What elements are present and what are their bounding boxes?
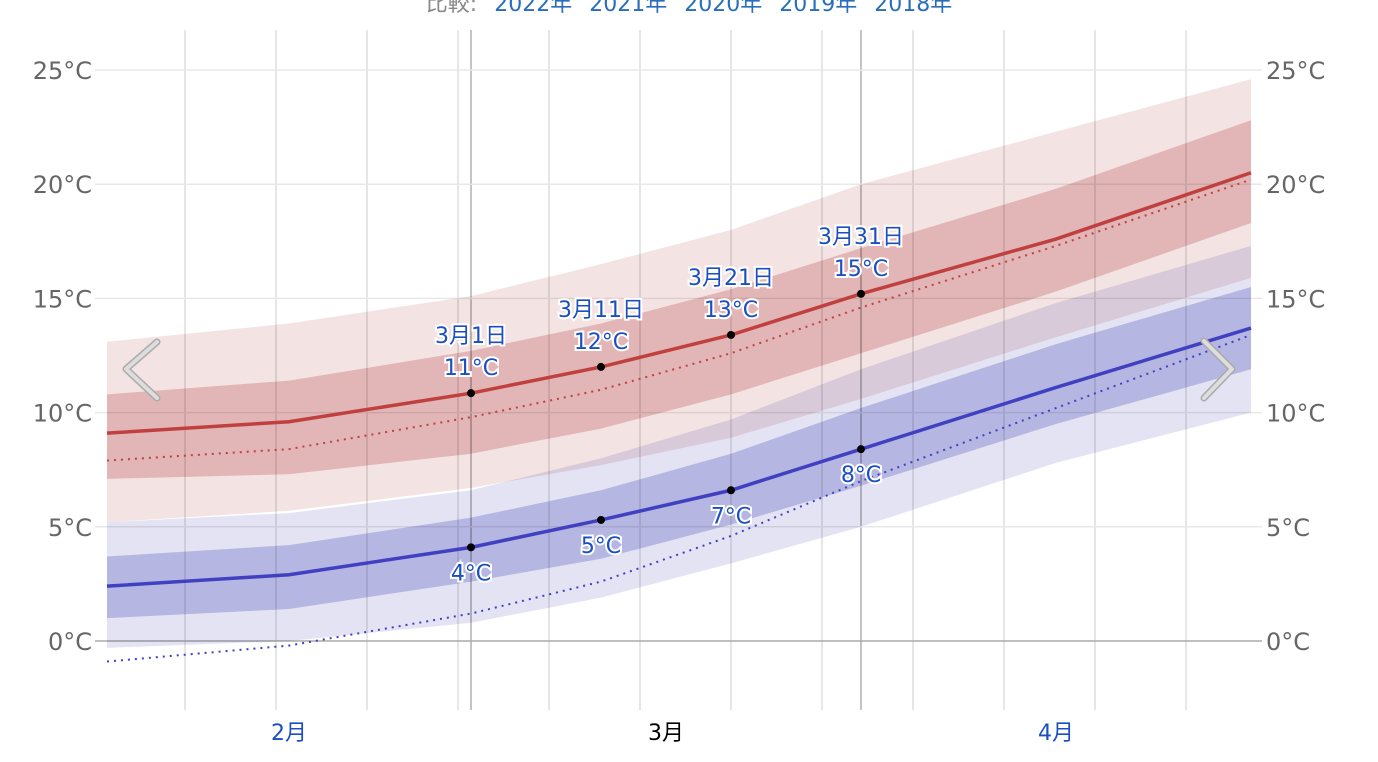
y-tick-label-right: 20°C: [1266, 171, 1325, 199]
y-tick-label-left: 15°C: [33, 285, 92, 313]
annotation-date: 3月1日: [435, 324, 507, 349]
low-point: [857, 445, 865, 454]
low-point: [727, 486, 735, 495]
annotation-date: 3月11日: [558, 298, 644, 323]
y-tick-label-right: 10°C: [1266, 400, 1325, 428]
high-point: [597, 362, 605, 371]
annotation-low: 8°C: [841, 463, 881, 488]
high-point: [467, 389, 475, 398]
y-tick-label-left: 20°C: [33, 171, 92, 199]
annotation-high: 11°C: [444, 356, 498, 381]
high-avg-line: [106, 171, 1252, 435]
annotation-low: 5°C: [581, 534, 621, 559]
month-label[interactable]: 2月: [271, 721, 307, 746]
low-point: [467, 543, 475, 552]
compare-label: 比較:: [425, 0, 478, 17]
year-link[interactable]: 2021年: [589, 0, 668, 17]
y-tick-label-left: 5°C: [48, 514, 92, 542]
chevron-right-icon[interactable]: [1202, 339, 1234, 400]
low-avg-line: [106, 326, 1252, 588]
y-tick-label-right: 15°C: [1266, 285, 1325, 313]
y-tick-label-right: 5°C: [1266, 514, 1310, 542]
high-dotted-line: [106, 178, 1252, 462]
year-link[interactable]: 2018年: [874, 0, 953, 17]
month-label: 3月: [648, 721, 684, 746]
high-point: [727, 330, 735, 339]
year-link[interactable]: 2022年: [494, 0, 573, 17]
annotation-date: 3月21日: [688, 266, 774, 291]
annotation-high: 15°C: [834, 257, 888, 282]
low-point: [597, 515, 605, 524]
annotation-high: 13°C: [704, 298, 758, 323]
annotation-date: 3月31日: [818, 225, 904, 250]
month-label[interactable]: 4月: [1038, 721, 1074, 746]
y-tick-label-right: 25°C: [1266, 57, 1325, 85]
high-band-25-75: [107, 120, 1251, 479]
chevron-left-icon[interactable]: [124, 340, 159, 400]
annotation-low: 7°C: [711, 504, 751, 529]
y-tick-label-left: 25°C: [33, 57, 92, 85]
y-tick-label-right: 0°C: [1266, 628, 1310, 656]
year-link[interactable]: 2020年: [684, 0, 763, 17]
y-tick-label-left: 10°C: [33, 400, 92, 428]
y-tick-label-left: 0°C: [48, 628, 92, 656]
annotation-low: 4°C: [451, 561, 491, 586]
annotation-high: 12°C: [574, 330, 628, 355]
low-dotted-line: [106, 334, 1252, 663]
high-point: [857, 289, 865, 298]
low-band-25-75: [107, 286, 1251, 619]
year-link[interactable]: 2019年: [779, 0, 858, 17]
compare-years: 比較: 2022年 2021年 2020年 2019年 2018年: [0, 0, 1378, 18]
